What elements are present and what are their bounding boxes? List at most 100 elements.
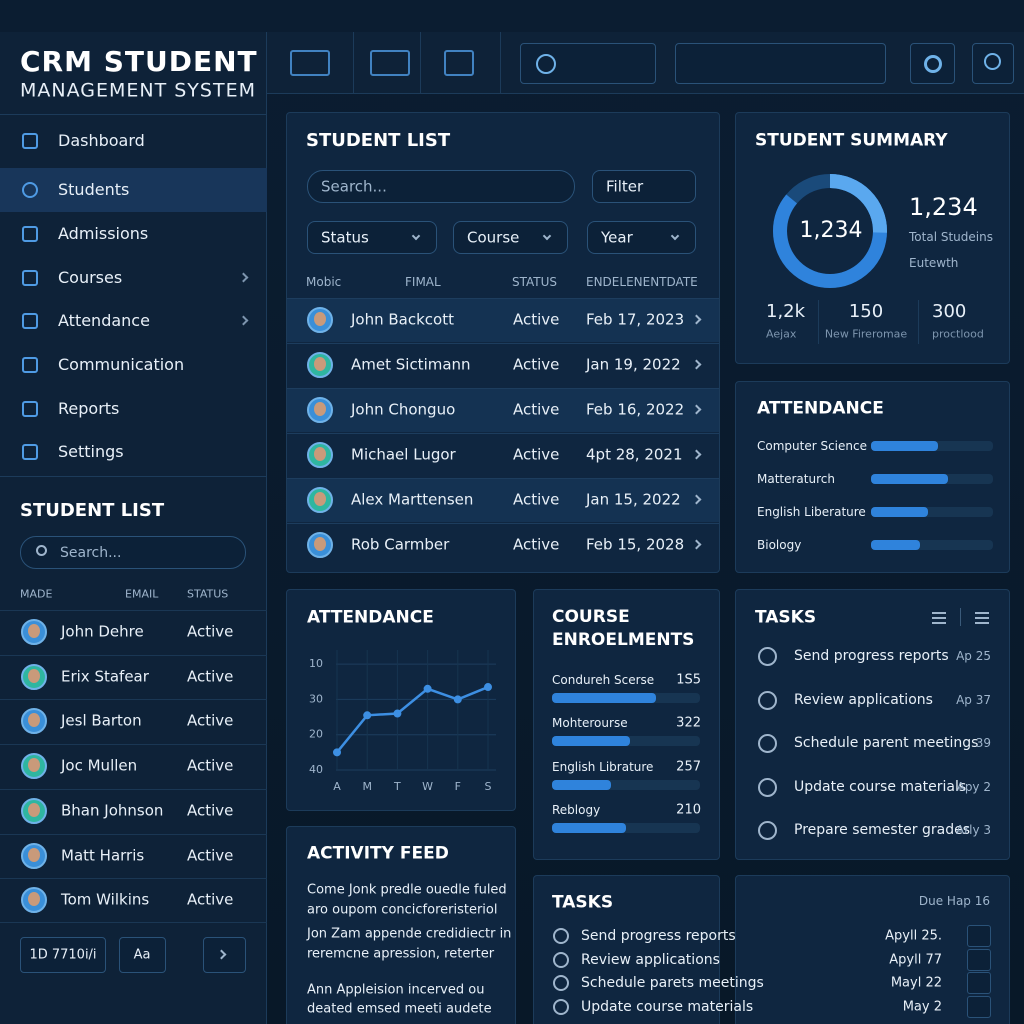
progress-fill [871,540,920,550]
stat-value: 300 [932,301,967,322]
nav-item[interactable]: Courses [58,268,123,287]
task-text[interactable]: Update course materials [581,999,754,1016]
point [363,711,372,720]
row-divider [0,699,267,701]
task-text[interactable]: Review applications [794,691,933,708]
dropdown-label[interactable]: Course [467,228,520,247]
nav-icon [22,270,38,286]
progress-fill [871,507,929,517]
task-text[interactable]: Review applications [581,951,720,968]
avatar-face [28,668,40,683]
activity-line: reremcne apression, reterter [307,946,495,962]
course-count: 1S5 [676,672,701,688]
progress-track [552,779,700,790]
toolbar-group [675,43,886,84]
settings-icon [924,55,942,73]
enrolment-date: Feb 16, 2022 [586,400,685,419]
avatar [307,441,333,468]
divider [0,476,267,477]
line [336,685,489,754]
filter-label[interactable]: Filter [606,177,644,196]
card-title: TASKS [755,607,817,628]
column-header: STATUS [512,275,558,289]
student-status: Active [187,667,234,686]
avatar-face [28,713,40,728]
search-icon [36,545,47,556]
progress-fill [552,693,656,703]
dropdown [453,221,568,254]
task-text[interactable]: Schedule parets meetings [581,975,764,992]
course-name: Computer Science [757,439,867,453]
nav-item[interactable]: Reports [58,399,120,418]
task-due: Ap 37 [956,692,991,707]
student-name: Matt Harris [61,846,145,864]
total-sub: Eutewth [909,256,959,270]
dropdown-label[interactable]: Year [601,228,633,247]
footer-label[interactable]: 1D 7710i/i [29,947,97,963]
donut-arc-light [773,174,887,288]
student-name: John Chonguo [351,400,456,419]
course-name: English Librature [552,759,654,774]
x-tick-label: T [393,780,401,793]
row-divider [0,922,267,923]
activity-line: deated emsed meeti audete [307,1001,492,1017]
stat-label: New Fireromae [824,327,908,341]
due-card [735,875,1010,1024]
task-text[interactable]: Send progress reports [794,648,949,664]
task-text[interactable]: Prepare semester grades [794,822,971,838]
task-checkbox [758,777,777,797]
enrolment-date: Feb 17, 2023 [586,310,685,329]
table-row [287,522,719,567]
task-text[interactable]: Send progress reports [581,928,736,944]
toolbar-divider [420,32,421,94]
enrolment-date: 4pt 28, 2021 [586,445,683,464]
student-name: Tom Wilkins [61,890,150,909]
task-text[interactable]: Schedule parent meetings [794,735,979,751]
nav-item[interactable]: Dashboard [58,131,145,150]
nav-item[interactable]: Admissions [58,224,149,243]
due-toggle [967,996,991,1019]
nav-item[interactable]: Students [58,180,130,199]
avatar-face [28,892,40,907]
search-placeholder: Search... [60,545,122,561]
line-chart: 40 20 30 10 A M T W F S [309,649,496,793]
student-name: Joc Mullen [61,756,138,775]
chart-title: ATTENDANCE [307,607,434,628]
stat-value: 1,2k [766,301,806,322]
nav-icon [22,226,38,242]
course-count: 322 [676,715,701,731]
nav-item[interactable]: Communication [58,355,185,374]
progress-fill [552,736,631,747]
nav-active [0,168,267,212]
avatar-face [28,847,40,862]
student-status: Active [187,711,234,730]
activity-line: Jon Zam appende credidiectr in [307,926,512,942]
course-name: Biology [757,538,802,552]
total-label: Total Studeins [909,230,993,244]
search-box [20,536,246,569]
avatar-face [314,446,326,461]
nav-icon [22,182,38,198]
avatar-face [314,312,326,326]
divider [0,114,267,115]
point [453,695,462,704]
row-divider [0,610,267,611]
nav-item[interactable]: Settings [58,442,124,461]
row-divider [0,833,267,835]
nav-item[interactable]: Attendance [58,311,150,330]
avatar-face [314,401,326,416]
stat-divider [818,300,819,344]
row-divider [0,744,267,746]
task-checkbox [553,999,569,1016]
task-text[interactable]: Update course materials [794,778,967,795]
task-checkbox [758,821,777,840]
dropdown-label[interactable]: Status [321,228,369,247]
row-divider [0,878,267,880]
footer-label[interactable]: Aa [133,947,151,963]
y-tick-label: 40 [309,763,323,776]
column-header: ENDELENENTDATE [586,275,698,289]
avatar [307,307,333,333]
x-tick-label: S [485,780,492,793]
x-tick-label: W [422,780,433,793]
menu-icon [975,617,989,619]
